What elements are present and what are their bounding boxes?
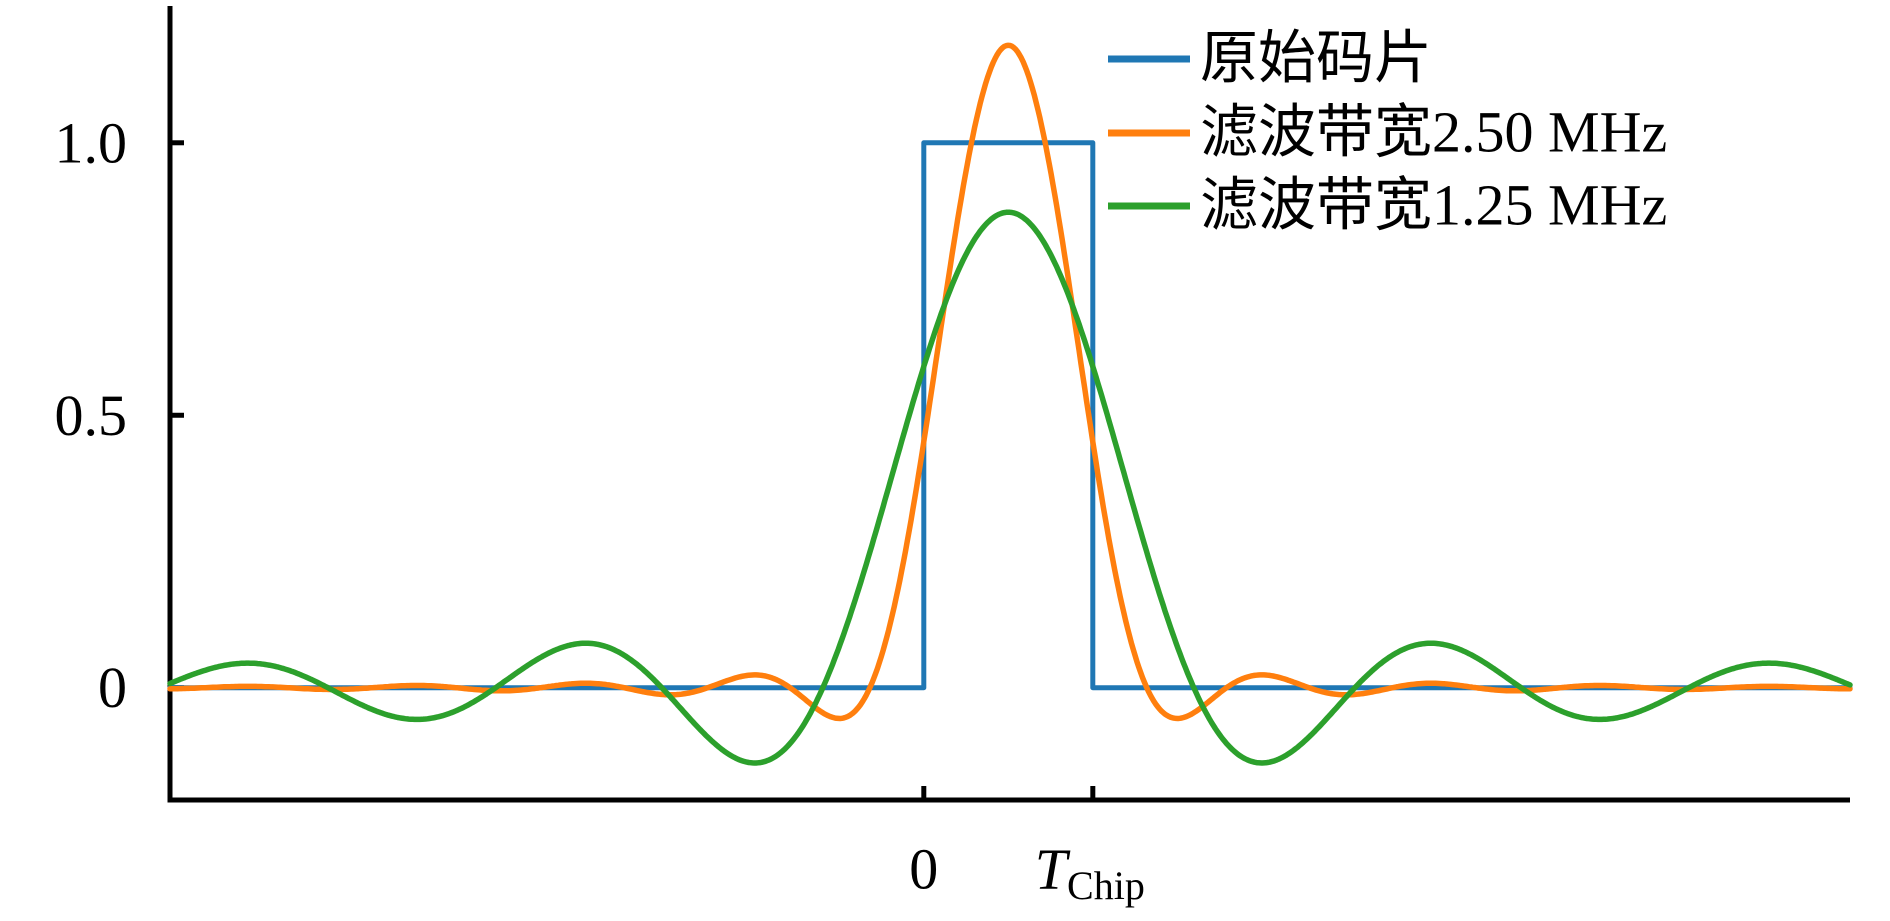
axis-spines	[167, 6, 1850, 803]
y-tick-label-0p5: 0.5	[55, 383, 128, 448]
y-tick-label-0: 0	[98, 655, 127, 720]
x-ticks	[921, 786, 1096, 800]
series-filtered-2p50mhz	[167, 42, 1853, 722]
tchip-subscript: Chip	[1067, 863, 1145, 908]
legend-label-filtered-2p50mhz: 滤波带宽2.50 MHz	[1200, 100, 1667, 165]
series-filtered-1p25mhz	[167, 209, 1853, 766]
y-tick-label-1p0: 1.0	[55, 110, 128, 175]
x-tick-label-tchip: TChip	[1035, 837, 1145, 908]
series-original-chip	[167, 140, 1853, 691]
legend-label-original-chip: 原始码片	[1200, 26, 1432, 91]
tchip-symbol: T	[1035, 837, 1071, 902]
legend-label-filtered-1p25mhz: 滤波带宽1.25 MHz	[1200, 173, 1667, 238]
x-tick-label-zero: 0	[909, 837, 938, 902]
legend: 原始码片 滤波带宽2.50 MHz 滤波带宽1.25 MHz	[1108, 26, 1667, 238]
